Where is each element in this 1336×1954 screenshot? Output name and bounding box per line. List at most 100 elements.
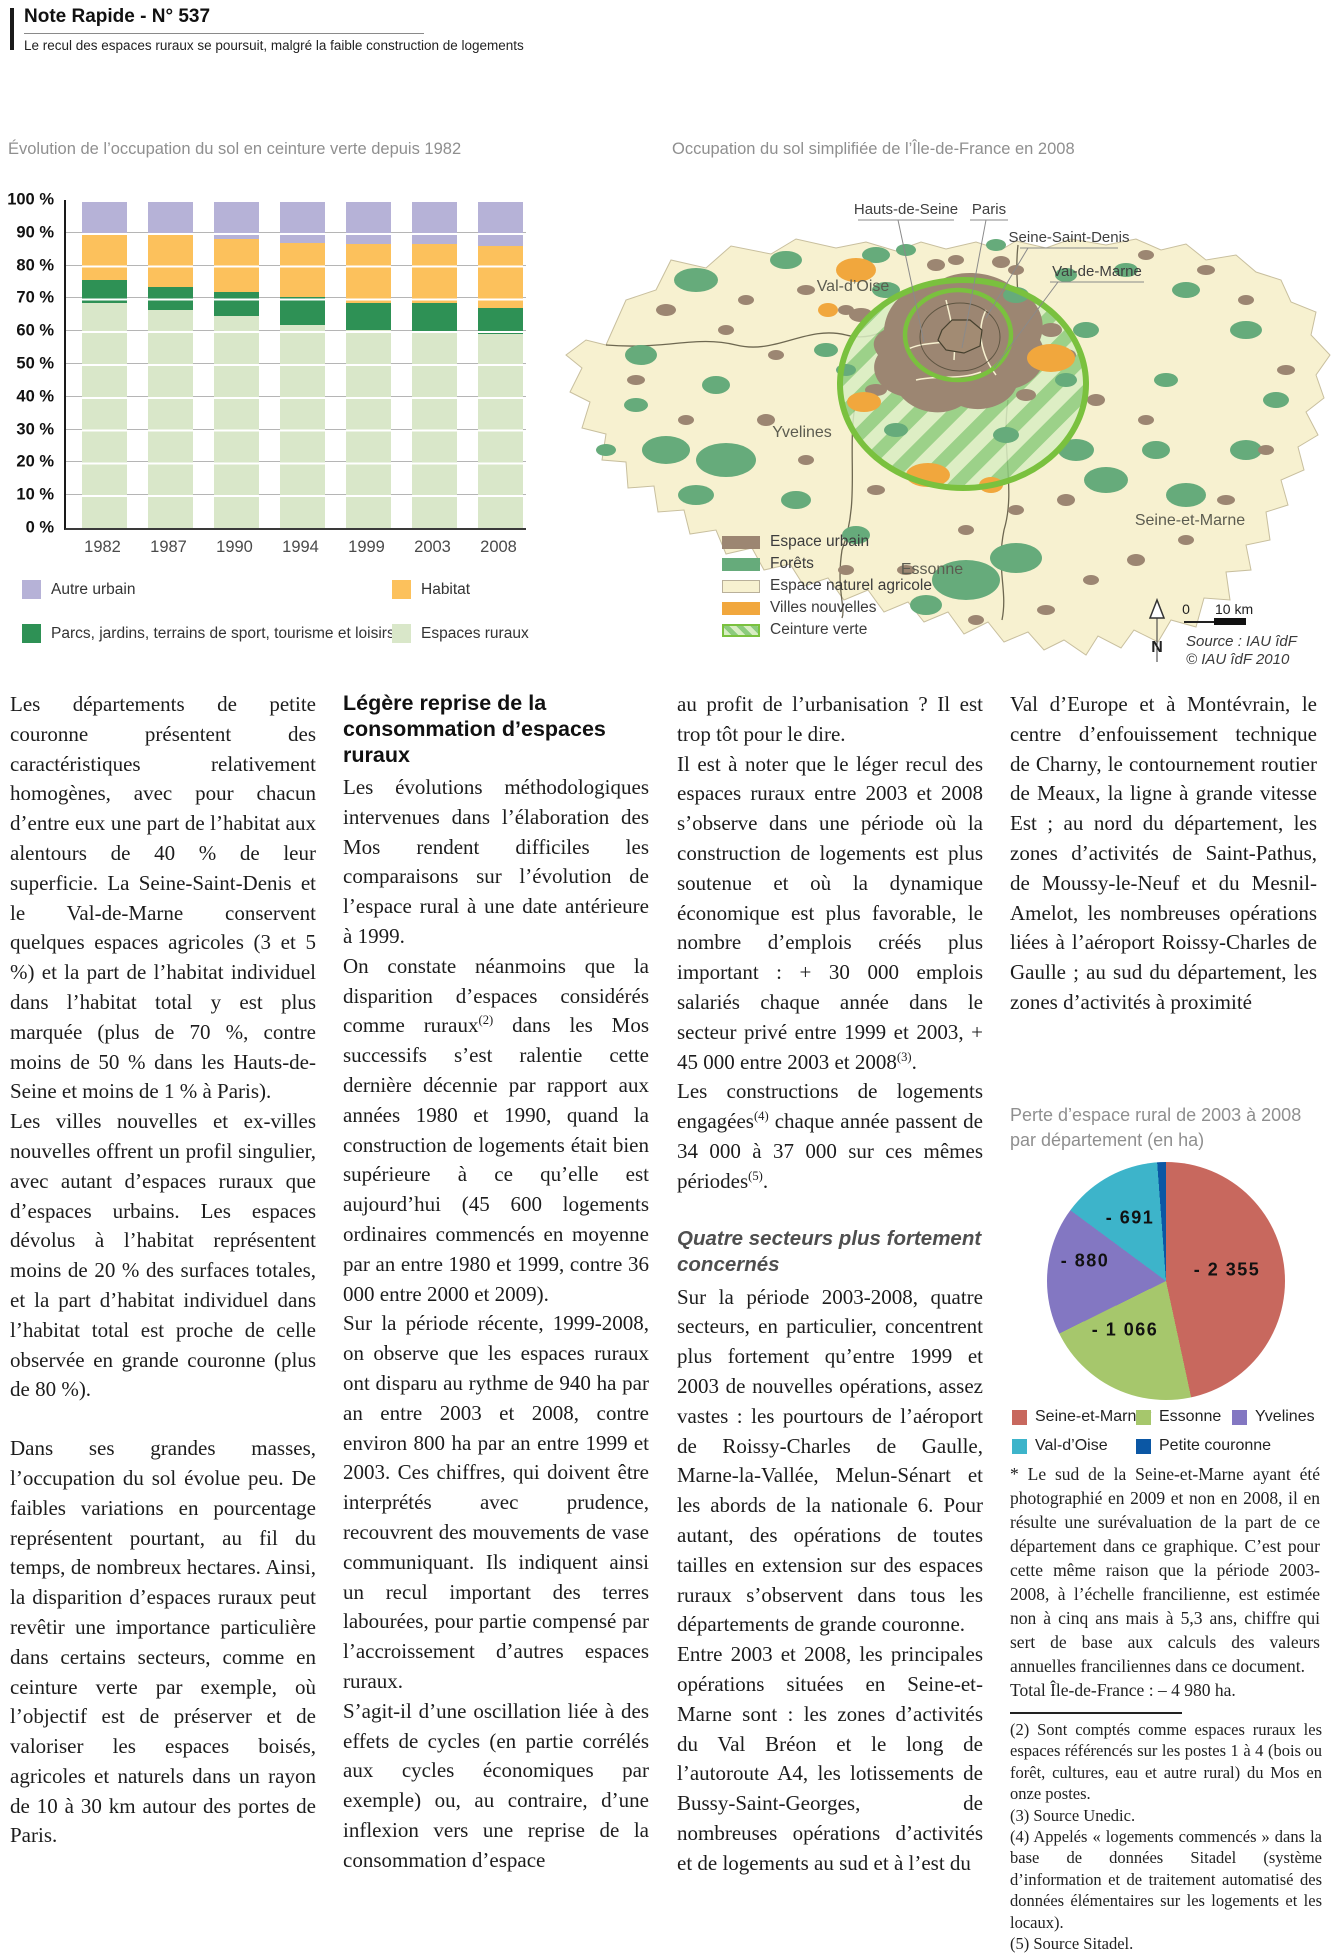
page-title: Note Rapide - N° 537 xyxy=(24,6,211,27)
paragraph: au profit de l’urbanisation ? Il est tro… xyxy=(677,692,983,746)
footnote: (4) Appelés « logements commencés » dans… xyxy=(1010,1827,1322,1932)
pie-legend-label: Seine-et-Marne* xyxy=(1035,1408,1152,1425)
map-legend-label: Espace naturel agricole xyxy=(770,577,932,594)
footnote: (3) Source Unedic. xyxy=(1010,1805,1136,1825)
legend-swatch-habitat xyxy=(392,580,411,599)
label-yvelines: Yvelines xyxy=(772,424,832,441)
header-divider xyxy=(24,33,424,34)
pie-legend-val-d-oise: Val-d’Oise xyxy=(1012,1437,1108,1455)
pie-legend-label: Yvelines xyxy=(1255,1408,1315,1425)
map-title: Occupation du sol simplifiée de l’Île-de… xyxy=(672,140,1075,158)
pie-label-essonne: - 1 066 xyxy=(1091,1319,1159,1340)
paragraph: Val d’Europe et à Montévrain, le centre … xyxy=(1010,692,1317,1014)
bar-chart-x-axis: 1982 1987 1990 1994 1999 2003 2008 xyxy=(84,538,517,556)
svg-text:N: N xyxy=(1151,639,1163,656)
map-legend-villes-nouvelles: Villes nouvelles xyxy=(722,599,877,617)
ile-de-france-map: Hauts-de-Seine Paris Seine-Saint-Denis V… xyxy=(565,201,1331,668)
total-note: Total Île-de-France : – 4 980 ha. xyxy=(1010,1680,1236,1700)
label-seine-et-marne: Seine-et-Marne xyxy=(1135,512,1245,529)
bar-1999 xyxy=(346,200,391,528)
footnote: (2) Sont comptés comme espaces ruraux le… xyxy=(1010,1720,1322,1804)
map-legend-ceinture-verte: Ceinture verte xyxy=(722,621,867,639)
petite-couronne-boundary xyxy=(919,302,1001,372)
header-accent-bar xyxy=(10,8,14,50)
bar-legend-item-autre-urbain: Autre urbain xyxy=(22,580,135,599)
map-legend-forets: Forêts xyxy=(722,555,814,573)
footnote: (5) Source Sitadel. xyxy=(1010,1934,1134,1954)
svg-text:10 km: 10 km xyxy=(1215,601,1253,617)
bar-2003 xyxy=(412,200,457,528)
legend-label: Espaces ruraux xyxy=(421,624,529,642)
paragraph: On constate néanmoins que la disparition… xyxy=(343,953,649,1306)
green-belt-outer-edge xyxy=(837,277,1089,491)
map-swatch-espace-urbain xyxy=(722,535,760,549)
legend-label: Habitat xyxy=(421,580,471,598)
bar-1994 xyxy=(280,200,325,528)
legend-label: Autre urbain xyxy=(51,580,136,598)
body-column-1: Les départements de petite couronne prés… xyxy=(10,690,316,1851)
map-legend-espace-urbain: Espace urbain xyxy=(722,533,869,551)
page-subtitle: Le recul des espaces ruraux se poursuit,… xyxy=(24,38,524,53)
paragraph: Entre 2003 et 2008, les principales opér… xyxy=(677,1642,983,1875)
pie-label-seine-et-marne: - 2 355 xyxy=(1193,1259,1261,1280)
pie-swatch-petite-couronne xyxy=(1136,1438,1151,1454)
map-legend-label: Ceinture verte xyxy=(770,621,868,638)
pie-chart xyxy=(1047,1162,1285,1400)
north-arrow-icon: N xyxy=(1148,597,1166,662)
pie-swatch-essonne xyxy=(1136,1409,1151,1425)
paragraph: Il est à noter que le léger recul des es… xyxy=(677,751,983,1074)
urban-patches xyxy=(627,250,1295,625)
map-swatch-forets xyxy=(722,557,760,571)
paragraph: Les évolutions méthodologiques intervenu… xyxy=(343,775,649,948)
map-swatch-ceinture-verte xyxy=(722,623,760,637)
map-legend-espace-naturel: Espace naturel agricole xyxy=(722,577,932,595)
pie-swatch-val-d-oise xyxy=(1012,1438,1027,1454)
pie-legend-yvelines: Yvelines xyxy=(1232,1408,1315,1426)
bar-chart-y-axis: 100 % 90 % 80 % 70 % 60 % 50 % 40 % 30 % 20 % 10 … xyxy=(7,190,54,537)
callout-paris: Paris xyxy=(972,201,1006,218)
callout-hauts-de-seine: Hauts-de-Seine xyxy=(854,201,958,218)
legend-swatch-parcs xyxy=(22,624,41,643)
paragraph: S’agit-il d’une oscillation liée à des e… xyxy=(343,1698,649,1872)
paragraph: Les départements de petite couronne prés… xyxy=(10,692,316,1104)
body-column-3: au profit de l’urbanisation ? Il est tro… xyxy=(677,690,983,1878)
paris-boundary xyxy=(937,319,983,354)
bar-1987 xyxy=(148,200,193,528)
numbered-footnotes: (2) Sont comptés comme espaces ruraux le… xyxy=(1010,1719,1322,1954)
pie-legend-seine-et-marne: Seine-et-Marne* xyxy=(1012,1408,1152,1426)
pie-legend-label: Essonne xyxy=(1159,1408,1222,1425)
legend-swatch-espaces-ruraux xyxy=(392,624,411,643)
bar-1982 xyxy=(82,200,127,528)
callout-seine-saint-denis: Seine-Saint-Denis xyxy=(1009,229,1130,246)
map-source-line2: © IAU îdF 2010 xyxy=(1186,651,1290,668)
bar-legend-item-habitat: Habitat xyxy=(392,580,470,599)
villes-nouvelles-patches xyxy=(818,258,1075,493)
paragraph: Dans ses grandes masses, l’occupation du… xyxy=(10,1436,316,1848)
bar-2008 xyxy=(478,200,523,528)
footnote-divider xyxy=(1010,1712,1182,1714)
pie-legend-petite-couronne: Petite couronne xyxy=(1136,1437,1271,1455)
section-heading-italic: Quatre secteurs plus fortement concernés xyxy=(677,1226,982,1276)
svg-text:0: 0 xyxy=(1182,601,1190,617)
legend-label: Parcs, jardins, terrains de sport, touri… xyxy=(51,624,395,642)
scale-bar: 0 10 km xyxy=(1182,601,1253,625)
callout-lines xyxy=(858,219,1144,369)
forest-patches xyxy=(596,239,1289,615)
pie-chart-title: Perte d’espace rural de 2003 à 2008 par … xyxy=(1010,1105,1302,1150)
green-belt-inner-edge xyxy=(902,287,1014,383)
paragraph: Les villes nouvelles et ex-villes nouvel… xyxy=(10,1109,316,1402)
bar-chart-title: Évolution de l’occupation du sol en cein… xyxy=(8,140,462,158)
pie-swatch-yvelines xyxy=(1232,1409,1247,1425)
pie-label-val-d-oise: - 691 xyxy=(1105,1207,1155,1228)
bar-chart-plot xyxy=(64,200,526,530)
bar-legend-item-parcs: Parcs, jardins, terrains de sport, touri… xyxy=(22,624,395,643)
label-essonne: Essonne xyxy=(901,561,963,578)
map-legend-label: Forêts xyxy=(770,555,814,572)
pie-legend-label: Val-d’Oise xyxy=(1035,1437,1108,1454)
map-source-line1: Source : IAU îdF xyxy=(1186,633,1298,650)
bar-legend-item-espaces-ruraux: Espaces ruraux xyxy=(392,624,529,643)
map-swatch-villes-nouvelles xyxy=(722,601,760,615)
paragraph: Sur la période récente, 1999-2008, on ob… xyxy=(343,1311,649,1693)
asterisk-note: * Le sud de la Seine-et-Marne ayant été … xyxy=(1010,1464,1320,1676)
pie-swatch-seine-et-marne xyxy=(1012,1409,1027,1425)
